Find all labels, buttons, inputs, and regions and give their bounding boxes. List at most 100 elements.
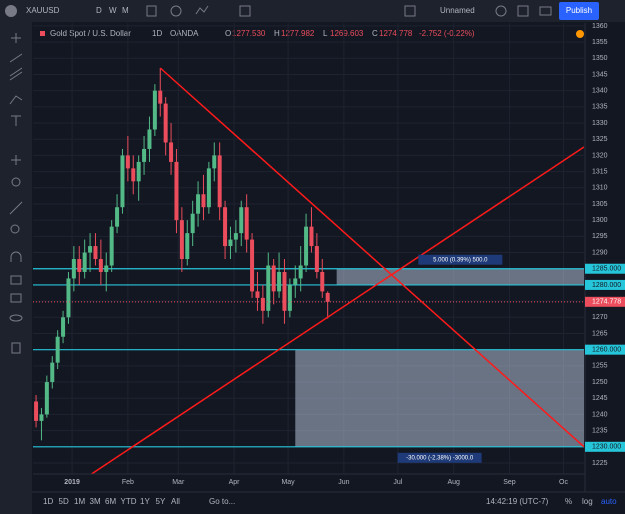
level-tag	[585, 441, 625, 452]
trendline	[159, 67, 584, 448]
compare-icon[interactable]	[195, 5, 209, 15]
y-tick-label: 1330	[592, 120, 608, 127]
visibility-tool[interactable]	[9, 314, 23, 322]
range-button[interactable]: 5Y	[156, 497, 166, 506]
legend: Gold Spot / U.S. Dollar 1D OANDA -2.752 …	[40, 29, 584, 38]
cursor-tool[interactable]	[11, 33, 21, 43]
candle-body	[142, 148, 147, 162]
layout-name[interactable]: Unnamed	[440, 6, 475, 15]
level-tag	[585, 344, 625, 355]
indicators-icon[interactable]	[170, 5, 182, 17]
forecast-tool[interactable]	[11, 177, 21, 187]
legend-marker	[40, 31, 45, 36]
candle-body	[158, 90, 163, 104]
x-tick-label: 2019	[64, 479, 80, 486]
range-button[interactable]: 3M	[90, 497, 101, 506]
left-toolbar-bg	[0, 22, 32, 514]
candle-body	[185, 233, 190, 260]
range-button[interactable]: 1Y	[140, 497, 150, 506]
range-button[interactable]: 1D	[43, 497, 53, 506]
scale-option[interactable]: log	[582, 497, 593, 506]
candle-body	[271, 265, 276, 292]
range-button[interactable]: 6M	[105, 497, 116, 506]
candle-body	[309, 226, 314, 247]
goto[interactable]: Go to...	[209, 497, 235, 506]
settings-icon[interactable]	[495, 5, 507, 17]
y-tick-label: 1240	[592, 411, 608, 418]
snapshot-icon[interactable]	[539, 6, 552, 16]
y-tick-label: 1290	[592, 249, 608, 256]
publish-label[interactable]: Publish	[566, 6, 592, 15]
y-tick-label: 1270	[592, 314, 608, 321]
fib-tool[interactable]	[9, 67, 23, 81]
fullscreen-icon[interactable]	[517, 5, 529, 17]
x-tick-label: Jun	[338, 479, 349, 486]
legend-key: O	[225, 29, 231, 38]
level-tag	[585, 279, 625, 290]
level-tag	[585, 263, 625, 274]
y-tick-label: 1310	[592, 185, 608, 192]
candle-body	[82, 252, 87, 272]
toolbar-bg	[0, 0, 625, 22]
level-label: 1230.000	[592, 444, 621, 451]
candle-body	[179, 220, 184, 260]
y-tick-label: 1245	[592, 395, 608, 402]
candle-body	[125, 155, 130, 169]
candle-body	[61, 317, 66, 337]
legend-value: 1269.603	[330, 29, 364, 38]
magnet-tool[interactable]	[10, 251, 22, 262]
price-range	[336, 268, 584, 285]
brush-tool[interactable]	[9, 95, 23, 105]
measure-tool[interactable]	[9, 201, 23, 215]
publish-button[interactable]	[559, 2, 599, 20]
legend-change: -2.752 (-0.22%)	[419, 29, 475, 38]
scale-option[interactable]: auto	[601, 497, 617, 506]
y-tick-label: 1295	[592, 233, 608, 240]
symbol[interactable]: XAUUSD	[26, 6, 60, 15]
legend-key: L	[323, 29, 328, 38]
y-tick-label: 1225	[592, 460, 608, 467]
range-label: 5.000 (0.39%) 500.0	[433, 257, 488, 263]
candle-body	[147, 129, 152, 149]
range-label-bg	[418, 254, 503, 265]
candle-body	[250, 239, 255, 292]
lock-all-tool[interactable]	[10, 293, 22, 303]
alert-icon[interactable]	[239, 5, 251, 17]
range-button[interactable]: 1M	[74, 497, 85, 506]
range-button[interactable]: All	[171, 497, 180, 506]
text-tool[interactable]	[11, 115, 21, 126]
interval[interactable]: W	[109, 6, 117, 15]
candle-body	[287, 284, 292, 311]
scale-option[interactable]: %	[565, 497, 572, 506]
top-toolbar: XAUUSD D W M Unnamed Publish	[0, 0, 625, 22]
lock-tool[interactable]	[10, 275, 22, 285]
chart-type-icon[interactable]	[146, 5, 157, 17]
candle-body	[304, 226, 309, 266]
candle-body	[131, 168, 136, 182]
y-tick-label: 1265	[592, 330, 608, 337]
zoom-tool[interactable]	[10, 224, 20, 234]
legend-key: H	[274, 29, 280, 38]
clock: 14:42:19 (UTC-7)	[486, 497, 549, 506]
interval[interactable]: M	[122, 6, 129, 15]
left-toolbar	[0, 22, 32, 514]
y-tick-label: 1345	[592, 71, 608, 78]
interval[interactable]: D	[96, 6, 102, 15]
remove-tool[interactable]	[11, 342, 21, 354]
menu-icon[interactable]	[5, 5, 17, 17]
candle-body	[120, 155, 125, 208]
range-button[interactable]: 5D	[59, 497, 69, 506]
candle-body	[260, 297, 265, 311]
x-tick-label: Oc	[559, 479, 568, 486]
pattern-tool[interactable]	[11, 155, 21, 165]
x-tick-label: Jul	[393, 479, 402, 486]
candle-body	[169, 142, 174, 162]
y-tick-label: 1255	[592, 363, 608, 370]
layout-icon[interactable]	[404, 5, 416, 17]
warning-icon[interactable]	[576, 30, 584, 38]
candle-body	[223, 207, 228, 247]
trend-tool[interactable]	[9, 53, 23, 63]
range-button[interactable]: YTD	[121, 497, 137, 506]
